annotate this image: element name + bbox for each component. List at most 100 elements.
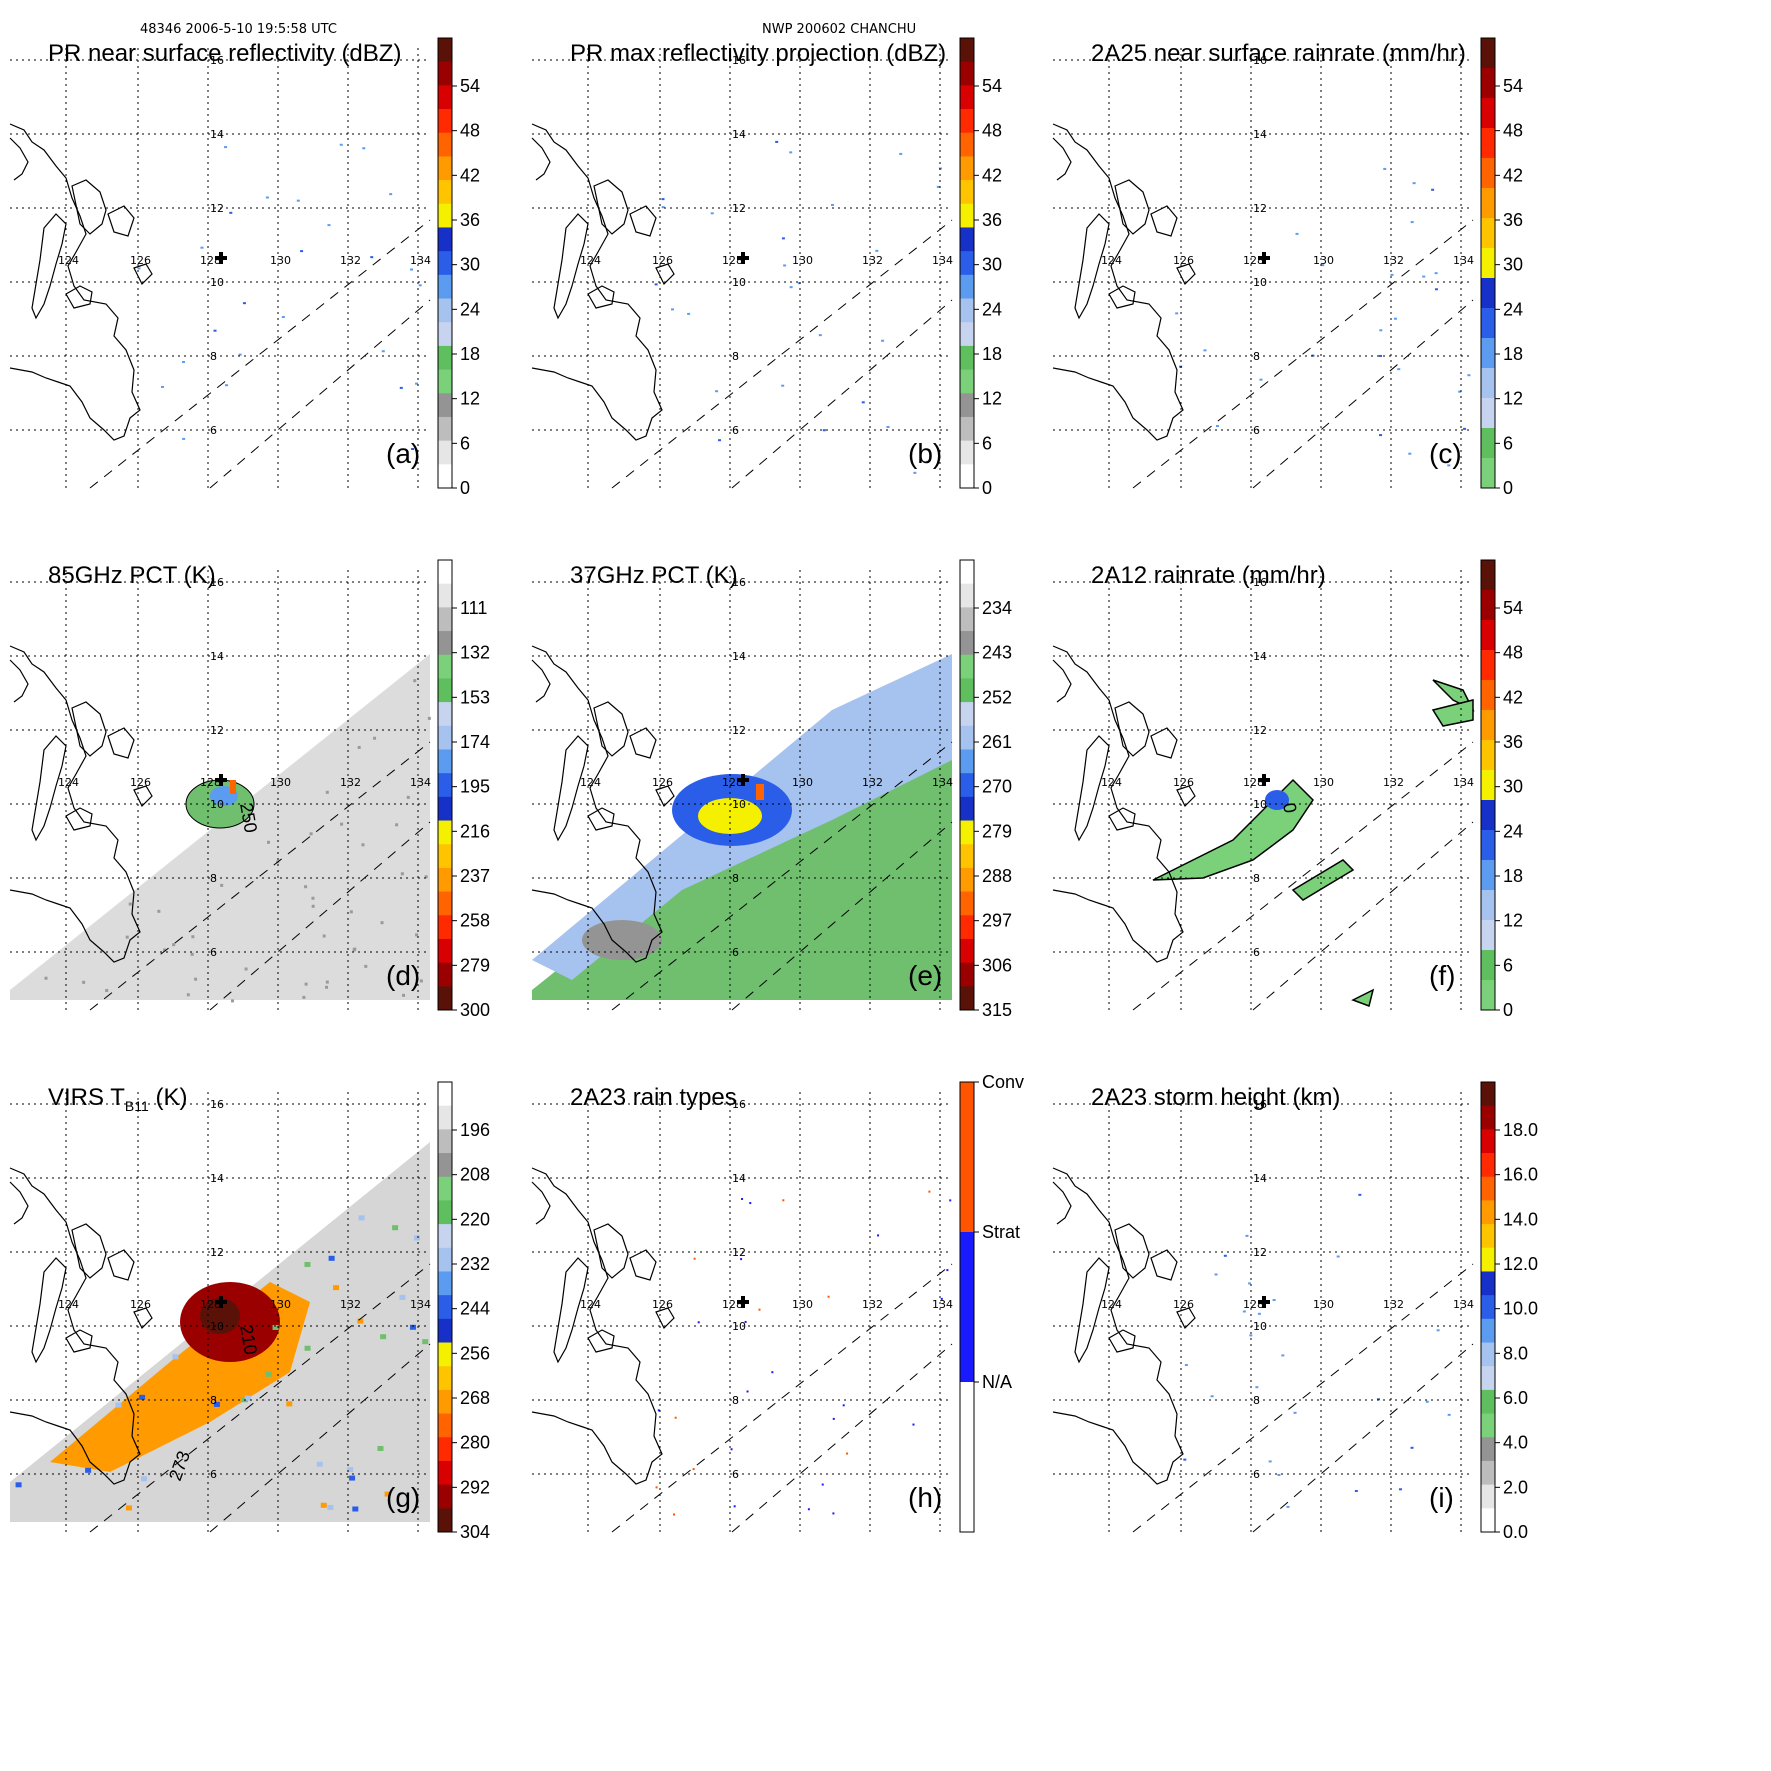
panel-h-title: 2A23 rain types (570, 1084, 737, 1111)
graticule (1053, 48, 1473, 488)
lat-label-6: 6 (732, 424, 739, 437)
pr-swath-edges (89, 1263, 431, 1533)
lat-label-6: 6 (1253, 946, 1260, 959)
colorbar-tick: 36 (982, 210, 1002, 230)
colorbar-tick: 54 (1503, 598, 1523, 618)
colorbar-tick: 280 (460, 1433, 490, 1453)
coastline (531, 1167, 675, 1485)
colorbar-tick: 261 (982, 732, 1012, 752)
lon-label-124: 124 (1101, 1298, 1122, 1311)
lon-label-126: 126 (1173, 776, 1194, 789)
lon-label-124: 124 (58, 254, 79, 267)
lat-label-10: 10 (210, 276, 224, 289)
lon-label-128: 128 (200, 776, 221, 789)
graticule (532, 570, 952, 1010)
colorbar: 196 208 220 232 244 256 268 280 292 304 (437, 1081, 490, 1542)
colorbar-tick: 243 (982, 643, 1012, 663)
data-field (10, 1142, 430, 1522)
lat-label-8: 8 (1253, 350, 1260, 363)
lon-label-128: 128 (722, 776, 743, 789)
pr-swath-edges (611, 741, 953, 1011)
colorbar-tick: 0 (1503, 1000, 1513, 1020)
panel-i: 124 126 128 130 132 134 16 14 12 10 8 6 18.0 16.0 14.0… (1052, 1081, 1643, 1642)
lat-label-6: 6 (210, 946, 217, 959)
lon-label-130: 130 (792, 254, 813, 267)
lat-label-16: 16 (1253, 54, 1267, 67)
colorbar-tick: 244 (460, 1299, 490, 1319)
storm-center-marker (737, 1296, 749, 1308)
lat-label-8: 8 (210, 872, 217, 885)
lat-label-10: 10 (1253, 1320, 1267, 1333)
colorbar-tick: N/A (982, 1372, 1012, 1392)
lon-label-132: 132 (1383, 776, 1404, 789)
pr-swath-edges (1132, 219, 1474, 489)
contour-label: 0 (1279, 801, 1300, 814)
colorbar-tick: 48 (982, 121, 1002, 141)
lon-label-132: 132 (340, 1298, 361, 1311)
colorbar-tick: 304 (460, 1522, 490, 1542)
colorbar-tick: 237 (460, 866, 490, 886)
colorbar-tick: 24 (1503, 299, 1523, 319)
storm-center-marker (737, 774, 749, 786)
lon-label-132: 132 (1383, 1298, 1404, 1311)
lon-label-134: 134 (1453, 1298, 1474, 1311)
colorbar-tick: 48 (1503, 643, 1523, 663)
pr-swath-edges (1132, 741, 1474, 1011)
colorbar-tick: 54 (460, 76, 480, 96)
storm-center-marker (215, 1296, 227, 1308)
lon-label-126: 126 (1173, 254, 1194, 267)
lon-label-128: 128 (1243, 776, 1264, 789)
graticule (10, 1092, 430, 1532)
panel-a-label: (a) (386, 438, 421, 469)
colorbar-tick: 12 (1503, 911, 1523, 931)
panel-b-title: PR max reflectivity projection (dBZ) (570, 40, 947, 67)
lat-label-6: 6 (732, 1468, 739, 1481)
data-field (1175, 167, 1471, 467)
pr-swath-edges (611, 219, 953, 489)
panel-e-title: 37GHz PCT (K) (570, 562, 738, 589)
colorbar-tick: 258 (460, 911, 490, 931)
panel-d: 124 126 128 130 132 134 16 14 12 10 8 6 250 111 132 153… (9, 559, 600, 1120)
lon-label-128: 128 (1243, 254, 1264, 267)
graticule (532, 1092, 952, 1532)
colorbar-tick: 16.0 (1503, 1165, 1538, 1185)
colorbar-tick: 268 (460, 1388, 490, 1408)
colorbar-tick: 270 (982, 777, 1012, 797)
lat-label-12: 12 (210, 1246, 224, 1259)
lat-label-6: 6 (1253, 424, 1260, 437)
header-storm-name: NWP 200602 CHANCHU (762, 22, 917, 37)
pr-swath-edges (1132, 1263, 1474, 1533)
lon-label-134: 134 (410, 776, 431, 789)
colorbar-tick: 195 (460, 777, 490, 797)
lat-label-12: 12 (210, 724, 224, 737)
lon-label-124: 124 (580, 776, 601, 789)
colorbar-tick: 6 (1503, 955, 1513, 975)
colorbar-tick: 48 (1503, 121, 1523, 141)
graticule (10, 570, 430, 1010)
lat-label-10: 10 (732, 1320, 746, 1333)
colorbar-tick: 42 (982, 165, 1002, 185)
lon-label-126: 126 (652, 776, 673, 789)
rain-core (1265, 790, 1289, 810)
lat-label-14: 14 (732, 128, 746, 141)
lon-label-130: 130 (1313, 1298, 1334, 1311)
colorbar-tick: 6 (982, 433, 992, 453)
lon-label-124: 124 (58, 1298, 79, 1311)
panel-c-label: (c) (1429, 438, 1462, 469)
panel-h: 124 126 128 130 132 134 16 14 12 10 8 6 Conv Strat N/A… (531, 1072, 1122, 1642)
lat-label-6: 6 (1253, 1468, 1260, 1481)
lat-label-10: 10 (732, 276, 746, 289)
panel-f-title: 2A12 rainrate (mm/hr) (1091, 562, 1326, 589)
lat-label-8: 8 (732, 872, 739, 885)
colorbar-tick: 279 (460, 955, 490, 975)
eye-region (200, 1298, 240, 1334)
colorbar-tick: 18 (460, 344, 480, 364)
colorbar-tick: 4.0 (1503, 1433, 1528, 1453)
lon-label-134: 134 (932, 1298, 953, 1311)
panel-a-map: 124 126 128 130 132 1341614121086544842363024… (9, 37, 480, 498)
lon-label-130: 130 (1313, 254, 1334, 267)
colorbar: 18.0 16.0 14.0 12.0 10.0 8.0 6.0 4.0 2.0 0.0 (1480, 1081, 1538, 1542)
lat-label-12: 12 (732, 202, 746, 215)
colorbar-tick: 315 (982, 1000, 1012, 1020)
lon-label-132: 132 (862, 1298, 883, 1311)
